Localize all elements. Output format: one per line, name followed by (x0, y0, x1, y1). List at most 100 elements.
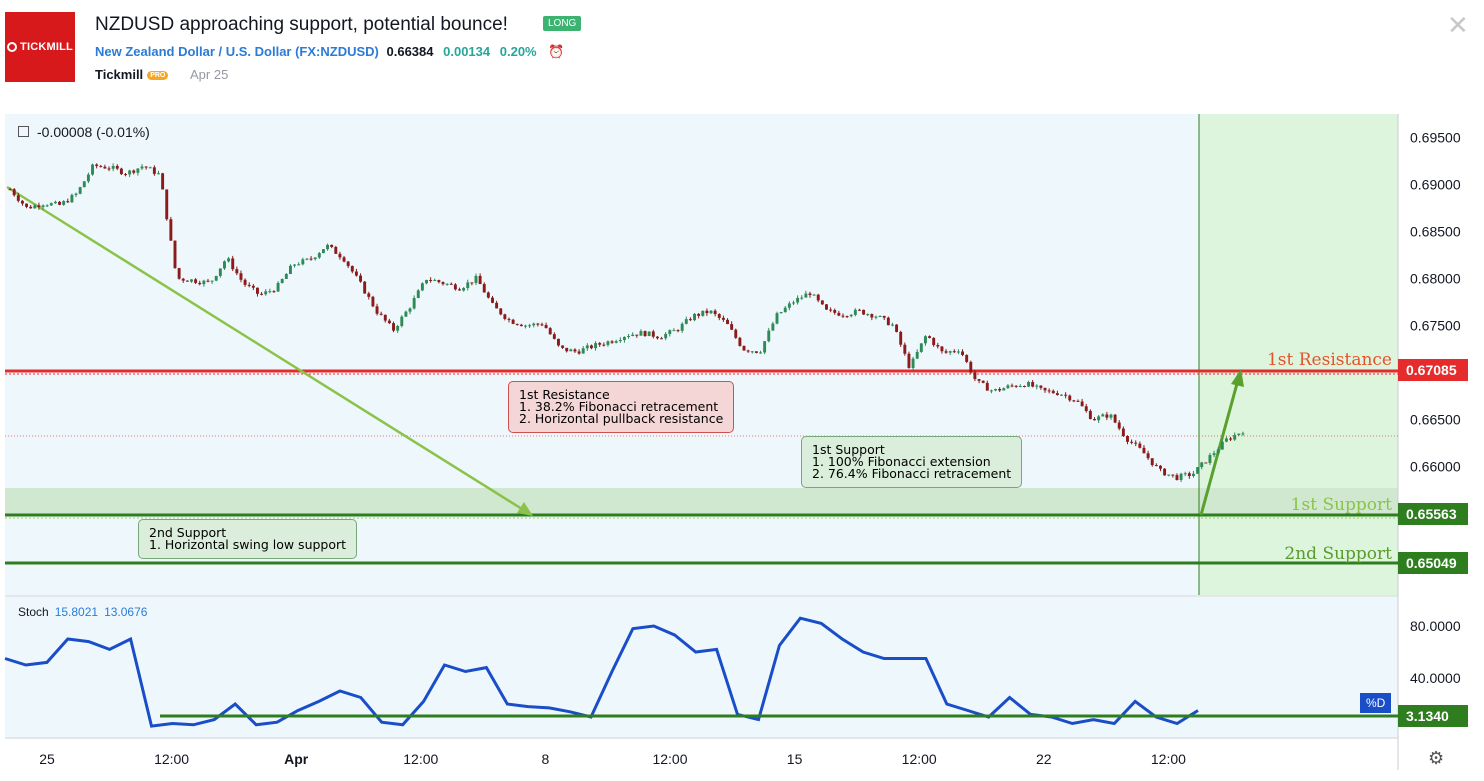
candle-body (354, 271, 358, 276)
candle-body (1187, 473, 1191, 477)
candle-body (260, 293, 264, 295)
candle-body (849, 314, 853, 317)
candle-body (474, 275, 478, 283)
candle-body (878, 315, 882, 317)
candle-body (676, 330, 680, 332)
candle-body (602, 344, 606, 346)
candle-body (124, 174, 127, 176)
candle-body (1043, 387, 1047, 391)
candle-body (874, 316, 878, 318)
note-resistance[interactable]: 1st Resistance 1. 38.2% Fibonacci retrac… (508, 381, 735, 433)
candle-body (223, 261, 226, 269)
price-change: 0.00134 (443, 44, 491, 59)
candle-body (684, 319, 688, 324)
candle-body (882, 315, 886, 318)
candle-body (820, 300, 824, 305)
candle-body (206, 280, 210, 282)
candle-body (767, 330, 771, 342)
close-icon[interactable]: ✕ (1447, 10, 1469, 40)
candle-body (74, 193, 78, 195)
candle-body (29, 206, 33, 209)
candle-body (750, 351, 754, 353)
candle-body (37, 205, 41, 208)
stoch-name: Stoch (18, 605, 49, 619)
symbol-link[interactable]: New Zealand Dollar / U.S. Dollar (FX:NZD… (95, 44, 379, 59)
candle-body (1093, 419, 1096, 421)
candle-body (519, 324, 523, 327)
candle-body (231, 258, 235, 270)
note-support2[interactable]: 2nd Support 1. Horizontal swing low supp… (138, 519, 358, 559)
candle-body (1014, 385, 1018, 387)
candle-body (693, 313, 696, 321)
note-support1[interactable]: 1st Support 1. 100% Fibonacci extension … (801, 436, 1023, 488)
candle-body (989, 390, 993, 392)
candle-body (1060, 394, 1063, 396)
candle-body (697, 313, 701, 316)
candle-body (561, 345, 565, 348)
candle-body (288, 265, 292, 274)
candle-body (86, 174, 90, 182)
candle-body (425, 279, 428, 284)
stoch-k: 15.8021 (54, 605, 99, 619)
candle-body (1142, 447, 1146, 454)
time-tick-label: 25 (39, 751, 55, 767)
candle-body (837, 312, 841, 316)
long-badge: LONG (543, 16, 582, 31)
candle-body (25, 203, 29, 207)
candle-body (816, 294, 820, 301)
trend-arrow-head (517, 502, 533, 516)
price-tick-label: 0.67500 (1410, 317, 1461, 333)
candle-body (771, 323, 775, 331)
candle-body (466, 282, 470, 289)
candle-body (91, 164, 94, 175)
stoch-tick-label: 40.0000 (1410, 670, 1461, 686)
candle-body (1117, 422, 1121, 429)
candle-body (235, 269, 239, 274)
candle-body (470, 282, 474, 284)
collapse-icon[interactable] (18, 126, 29, 137)
candle-body (994, 388, 997, 391)
candle-body (148, 167, 152, 169)
candle-body (1171, 474, 1175, 476)
stoch-d-tag: %D (1360, 693, 1392, 713)
candle-body (16, 195, 20, 201)
candle-body (759, 352, 762, 354)
alarm-icon[interactable]: ⏰ (548, 44, 565, 59)
candle-body (548, 328, 552, 335)
candle-body (1002, 388, 1006, 391)
time-tick-label: 12:00 (902, 751, 937, 767)
candle-body (396, 325, 400, 331)
candle-body (387, 320, 391, 324)
logo-mark-icon (7, 42, 18, 52)
candle-body (1175, 475, 1179, 480)
candle-body (598, 343, 602, 345)
candle-body (709, 310, 713, 314)
candle-body (664, 333, 668, 339)
gear-icon[interactable]: ⚙ (1428, 748, 1445, 768)
candle-body (416, 290, 420, 298)
candle-body (845, 316, 849, 318)
candle-body (734, 329, 738, 338)
candle-body (833, 310, 837, 313)
candle-body (78, 187, 82, 194)
candle-body (218, 268, 222, 276)
stoch-legend: Stoch 15.8021 13.0676 (18, 605, 147, 619)
candle-body (62, 201, 66, 205)
candle-body (1018, 386, 1022, 388)
candle-body (1113, 414, 1117, 423)
candle-body (462, 288, 466, 291)
candle-body (573, 349, 577, 352)
candle-body (808, 293, 812, 296)
support-zone (5, 488, 1398, 516)
candle-body (956, 351, 960, 353)
candle-body (660, 338, 664, 340)
candle-body (622, 337, 626, 341)
candle-body (458, 289, 461, 291)
author-name[interactable]: Tickmill (95, 67, 144, 82)
candle-body (969, 361, 973, 373)
candle-body (482, 284, 486, 293)
candle-body (1212, 453, 1216, 456)
candle-body (985, 382, 989, 391)
candle-body (181, 278, 185, 281)
